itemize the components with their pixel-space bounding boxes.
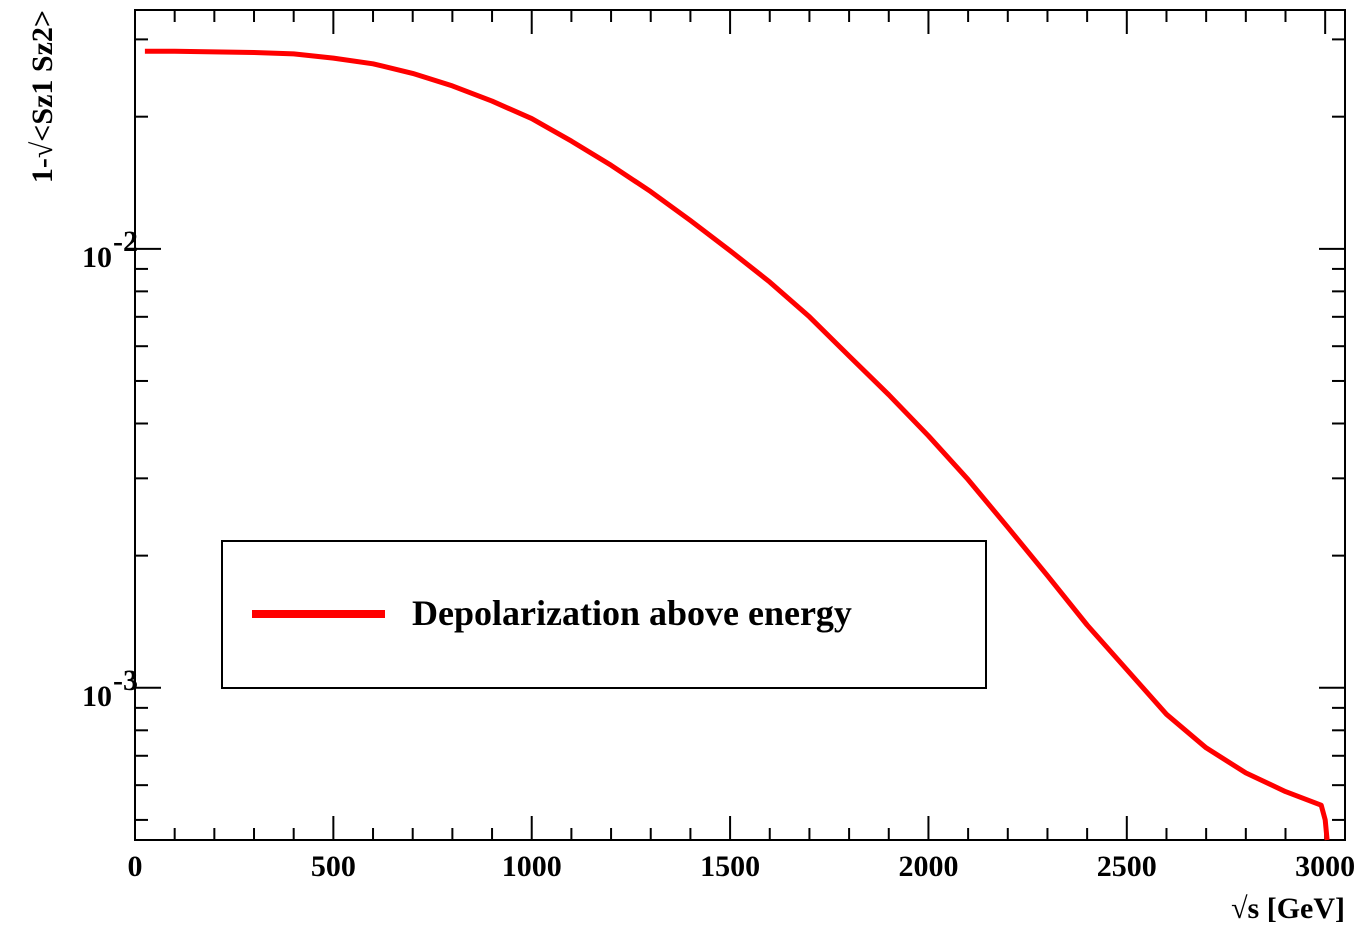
y-tick-label-exponent: -2 [113, 225, 138, 258]
x-tick-label: 2500 [1097, 850, 1157, 883]
x-tick-label: 2000 [898, 850, 958, 883]
x-tick-label: 3000 [1295, 850, 1355, 883]
y-axis-ticks [135, 38, 1345, 821]
x-tick-label: 1000 [502, 850, 562, 883]
series-line [144, 48, 1330, 841]
legend: Depolarization above energy [221, 540, 987, 689]
plot-frame [134, 9, 1346, 841]
y-axis-title: 1-√<Sz1 Sz2> [26, 10, 59, 183]
x-tick-label: 500 [311, 850, 356, 883]
y-axis-tick-labels: 10-210-3 [82, 225, 138, 713]
series-group [144, 48, 1330, 841]
y-tick-label-exponent: -3 [113, 664, 138, 697]
x-axis-ticks [134, 10, 1327, 840]
y-tick-label: 10 [82, 680, 112, 713]
legend-label: Depolarization above energy [412, 593, 852, 633]
x-tick-label: 0 [128, 850, 143, 883]
y-tick-label: 10 [82, 241, 112, 274]
x-axis-title: √s [GeV] [1231, 892, 1345, 925]
x-tick-label: 1500 [700, 850, 760, 883]
x-axis-tick-labels: 0 500 1000 1500 2000 2500 3000 [128, 850, 1356, 883]
